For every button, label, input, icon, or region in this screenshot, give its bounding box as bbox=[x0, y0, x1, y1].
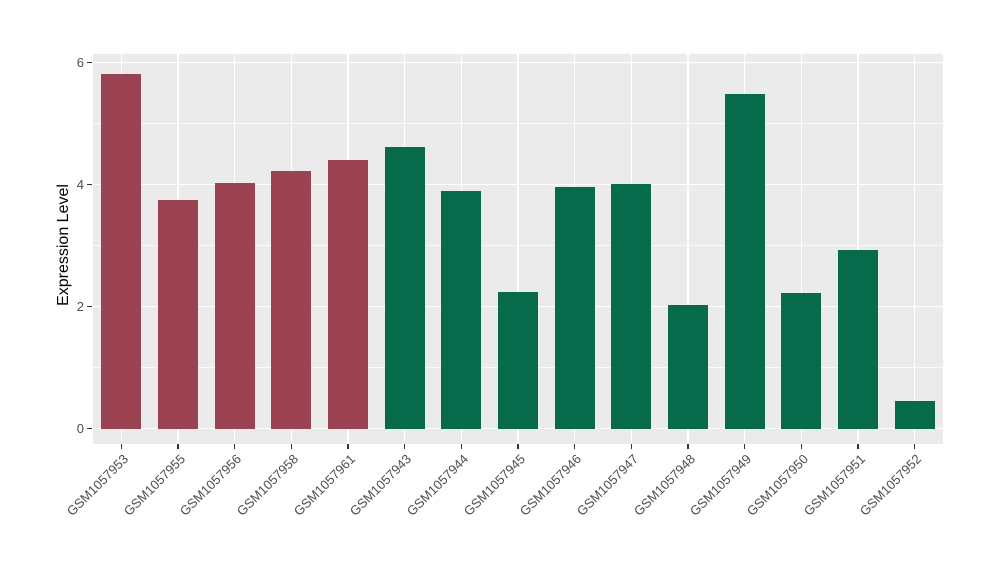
bar-GSM1057953 bbox=[101, 73, 142, 429]
bar-GSM1057961 bbox=[328, 160, 368, 429]
x-tick-mark-GSM1057947 bbox=[630, 444, 633, 449]
x-tick-mark-GSM1057956 bbox=[233, 444, 236, 449]
bar-GSM1057943 bbox=[384, 147, 425, 429]
y-tick-label-4: 4 bbox=[76, 177, 84, 193]
y-tick-label-0: 0 bbox=[76, 421, 84, 437]
x-tick-mark-GSM1057949 bbox=[743, 444, 746, 449]
x-tick-mark-GSM1057958 bbox=[290, 444, 293, 449]
x-tick-mark-GSM1057948 bbox=[687, 444, 689, 449]
bar-GSM1057947 bbox=[611, 184, 652, 429]
bar-GSM1057948 bbox=[668, 304, 708, 429]
gridline-x-GSM1057951 bbox=[857, 54, 859, 444]
bar-GSM1057955 bbox=[158, 200, 198, 429]
bar-GSM1057952 bbox=[894, 400, 935, 429]
x-tick-mark-GSM1057946 bbox=[573, 444, 576, 449]
bar-GSM1057949 bbox=[724, 94, 765, 429]
bar-GSM1057958 bbox=[271, 171, 312, 429]
gridline-x-GSM1057950 bbox=[800, 54, 803, 444]
x-tick-mark-GSM1057950 bbox=[800, 444, 803, 449]
plot-panel bbox=[93, 54, 943, 444]
bar-GSM1057951 bbox=[838, 249, 878, 429]
x-tick-mark-GSM1057943 bbox=[403, 444, 406, 449]
y-tick-mark-6 bbox=[87, 61, 92, 64]
bar-GSM1057945 bbox=[498, 292, 538, 429]
x-tick-mark-GSM1057944 bbox=[460, 444, 463, 449]
bar-GSM1057956 bbox=[214, 183, 255, 429]
bar-GSM1057950 bbox=[781, 293, 822, 429]
y-axis-title: Expression Level bbox=[55, 184, 72, 306]
x-tick-mark-GSM1057945 bbox=[517, 444, 519, 449]
x-tick-mark-GSM1057951 bbox=[857, 444, 859, 449]
x-tick-mark-GSM1057952 bbox=[913, 444, 916, 449]
x-tick-mark-GSM1057953 bbox=[120, 444, 123, 449]
gridline-x-GSM1057948 bbox=[687, 54, 689, 444]
bar-GSM1057944 bbox=[441, 191, 482, 429]
x-tick-mark-GSM1057955 bbox=[177, 444, 179, 449]
bar-GSM1057946 bbox=[554, 187, 595, 429]
gridline-x-GSM1057952 bbox=[913, 54, 916, 444]
y-tick-mark-2 bbox=[87, 305, 92, 308]
x-tick-mark-GSM1057961 bbox=[347, 444, 349, 449]
y-tick-label-6: 6 bbox=[76, 55, 84, 71]
y-tick-mark-4 bbox=[87, 183, 92, 186]
y-tick-mark-0 bbox=[87, 427, 92, 430]
gridline-x-GSM1057945 bbox=[517, 54, 519, 444]
y-tick-label-2: 2 bbox=[76, 299, 84, 315]
